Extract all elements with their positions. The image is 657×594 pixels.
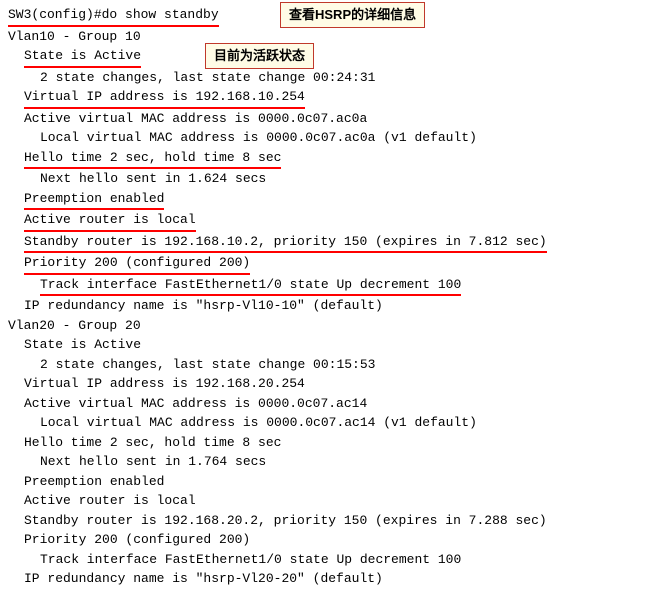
- hello-text: Hello time 2 sec, hold time 8 sec: [24, 148, 281, 170]
- group1-state-changes: 2 state changes, last state change 00:24…: [8, 68, 649, 88]
- callout-hsrp-info: 查看HSRP的详细信息: [280, 2, 425, 28]
- group1-preemption: Preemption enabled: [8, 189, 649, 211]
- group2-vip: Virtual IP address is 192.168.20.254: [8, 374, 649, 394]
- state-text: State is Active: [24, 46, 141, 68]
- vip-text: Virtual IP address is 192.168.10.254: [24, 87, 305, 109]
- group1-header: Vlan10 - Group 10: [8, 27, 649, 47]
- group1-priority: Priority 200 (configured 200): [8, 253, 649, 275]
- group1-redundancy: IP redundancy name is "hsrp-Vl10-10" (de…: [8, 296, 649, 316]
- standby-router-text: Standby router is 192.168.10.2, priority…: [24, 232, 547, 254]
- priority-text: Priority 200 (configured 200): [24, 253, 250, 275]
- group2-hello: Hello time 2 sec, hold time 8 sec: [8, 433, 649, 453]
- track-text: Track interface FastEthernet1/0 state Up…: [40, 275, 461, 297]
- group1-active-mac: Active virtual MAC address is 0000.0c07.…: [8, 109, 649, 129]
- group1-local-mac: Local virtual MAC address is 0000.0c07.a…: [8, 128, 649, 148]
- group2-track: Track interface FastEthernet1/0 state Up…: [8, 550, 649, 570]
- group2-state-changes: 2 state changes, last state change 00:15…: [8, 355, 649, 375]
- group1-standby-router: Standby router is 192.168.10.2, priority…: [8, 232, 649, 254]
- callout-active-state: 目前为活跃状态: [205, 43, 314, 69]
- group2-next-hello: Next hello sent in 1.764 secs: [8, 452, 649, 472]
- group2-standby-router: Standby router is 192.168.20.2, priority…: [8, 511, 649, 531]
- preemption-text: Preemption enabled: [24, 189, 164, 211]
- active-router-text: Active router is local: [24, 210, 196, 232]
- group2-header: Vlan20 - Group 20: [8, 316, 649, 336]
- prompt-text: SW3(config)#do show standby: [8, 5, 219, 27]
- group2-active-mac: Active virtual MAC address is 0000.0c07.…: [8, 394, 649, 414]
- group1-vip: Virtual IP address is 192.168.10.254: [8, 87, 649, 109]
- group1-track: Track interface FastEthernet1/0 state Up…: [8, 275, 649, 297]
- group2-redundancy: IP redundancy name is "hsrp-Vl20-20" (de…: [8, 569, 649, 589]
- group2-priority: Priority 200 (configured 200): [8, 530, 649, 550]
- group2-state: State is Active: [8, 335, 649, 355]
- group2-active-router: Active router is local: [8, 491, 649, 511]
- group1-state: State is Active: [8, 46, 649, 68]
- group1-next-hello: Next hello sent in 1.624 secs: [8, 169, 649, 189]
- group1-hello: Hello time 2 sec, hold time 8 sec: [8, 148, 649, 170]
- group2-preemption: Preemption enabled: [8, 472, 649, 492]
- group1-active-router: Active router is local: [8, 210, 649, 232]
- group2-local-mac: Local virtual MAC address is 0000.0c07.a…: [8, 413, 649, 433]
